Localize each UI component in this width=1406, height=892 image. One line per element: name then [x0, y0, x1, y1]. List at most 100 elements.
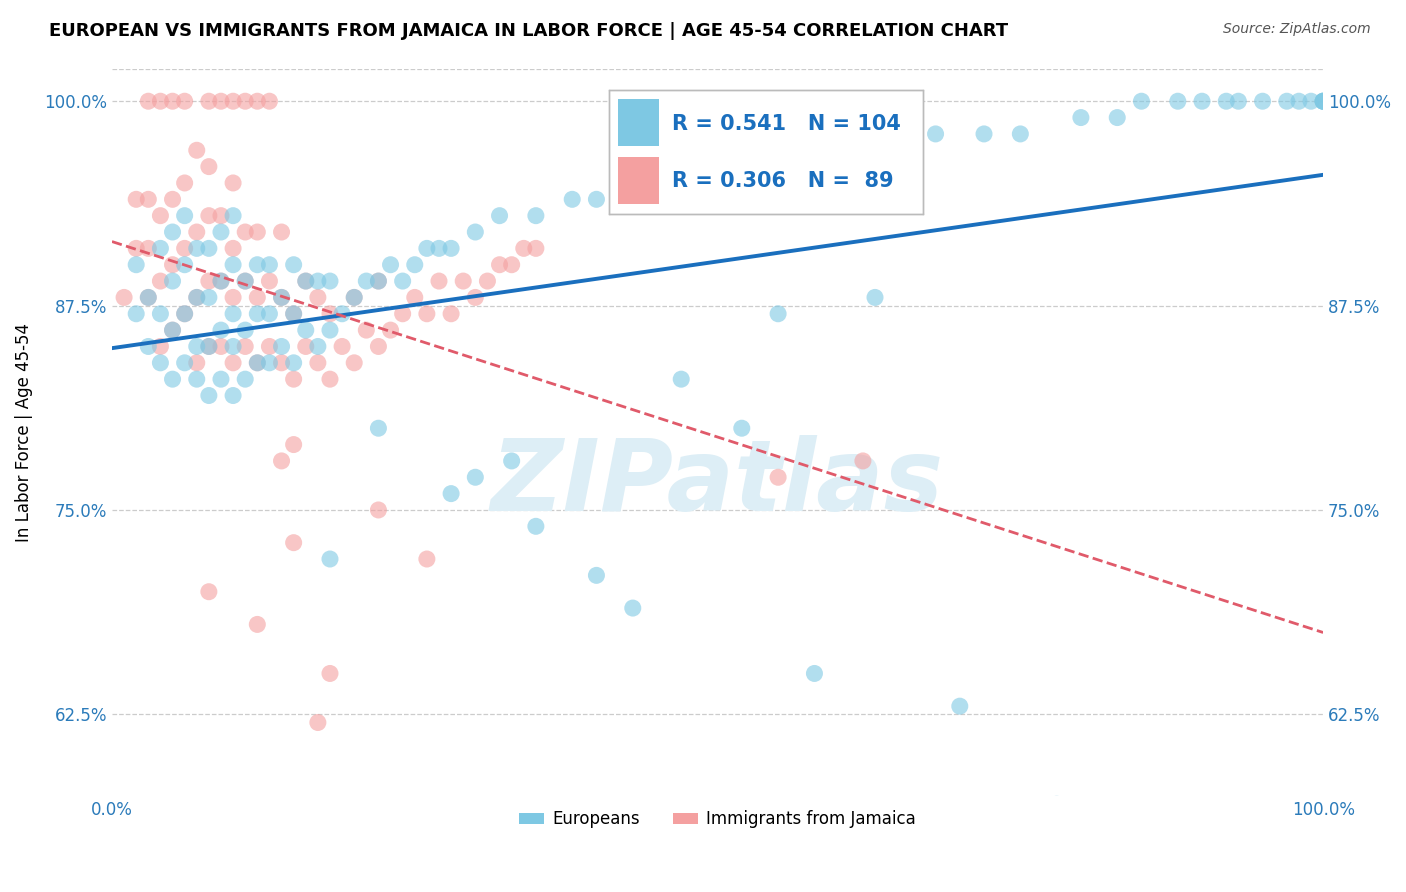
Point [209, 225, 232, 239]
Point [803, 666, 825, 681]
Point [136, 192, 159, 206]
Point [136, 339, 159, 353]
Point [671, 372, 693, 386]
Point [356, 323, 378, 337]
Point [319, 372, 342, 386]
Point [259, 356, 281, 370]
Y-axis label: In Labor Force | Age 45-54: In Labor Force | Age 45-54 [15, 323, 32, 541]
Point [731, 421, 754, 435]
Point [1288, 94, 1310, 108]
Point [125, 307, 148, 321]
Point [222, 94, 245, 108]
Point [259, 339, 281, 353]
Point [501, 454, 523, 468]
Point [1312, 94, 1334, 108]
Point [367, 339, 389, 353]
Point [319, 307, 342, 321]
Point [380, 323, 402, 337]
Text: Source: ZipAtlas.com: Source: ZipAtlas.com [1223, 22, 1371, 37]
Point [464, 470, 486, 484]
Point [198, 160, 221, 174]
Point [367, 421, 389, 435]
Point [112, 290, 135, 304]
Point [222, 241, 245, 255]
Point [162, 274, 184, 288]
Point [162, 323, 184, 337]
Point [186, 225, 208, 239]
Point [233, 274, 256, 288]
Point [440, 241, 463, 255]
Point [621, 601, 644, 615]
Point [186, 339, 208, 353]
Point [246, 356, 269, 370]
Point [209, 339, 232, 353]
Point [1312, 94, 1334, 108]
Point [367, 274, 389, 288]
Point [198, 209, 221, 223]
Point [186, 241, 208, 255]
Point [283, 372, 305, 386]
Point [186, 290, 208, 304]
Point [513, 241, 536, 255]
Point [319, 666, 342, 681]
Point [307, 715, 329, 730]
Point [451, 274, 474, 288]
Point [416, 307, 439, 321]
Point [198, 290, 221, 304]
Point [222, 290, 245, 304]
Point [162, 94, 184, 108]
Point [973, 127, 995, 141]
Point [585, 192, 607, 206]
Point [524, 519, 547, 533]
Point [330, 339, 353, 353]
Point [367, 274, 389, 288]
Point [246, 617, 269, 632]
Point [270, 225, 292, 239]
Point [852, 454, 875, 468]
Point [367, 503, 389, 517]
Point [233, 339, 256, 353]
Point [1070, 111, 1092, 125]
Point [162, 372, 184, 386]
Point [173, 258, 195, 272]
Point [283, 307, 305, 321]
Point [1215, 94, 1237, 108]
Point [501, 258, 523, 272]
Point [524, 209, 547, 223]
Point [464, 225, 486, 239]
Point [198, 241, 221, 255]
Point [233, 225, 256, 239]
Point [307, 274, 329, 288]
Point [889, 143, 911, 157]
Point [149, 307, 172, 321]
Point [270, 339, 292, 353]
Point [209, 209, 232, 223]
Point [259, 274, 281, 288]
Point [319, 552, 342, 566]
Point [294, 339, 316, 353]
Point [585, 568, 607, 582]
Point [283, 437, 305, 451]
Point [186, 290, 208, 304]
Point [136, 241, 159, 255]
Point [1275, 94, 1298, 108]
Point [149, 274, 172, 288]
Point [209, 274, 232, 288]
Point [222, 388, 245, 402]
Point [173, 241, 195, 255]
Point [561, 192, 583, 206]
Legend: Europeans, Immigrants from Jamaica: Europeans, Immigrants from Jamaica [512, 804, 922, 835]
Text: ZIPatlas: ZIPatlas [491, 434, 943, 532]
Point [125, 241, 148, 255]
Point [173, 176, 195, 190]
Point [343, 290, 366, 304]
Point [233, 94, 256, 108]
Point [283, 258, 305, 272]
Point [1312, 94, 1334, 108]
Point [198, 388, 221, 402]
Point [222, 176, 245, 190]
Point [198, 339, 221, 353]
Point [924, 127, 946, 141]
Point [416, 241, 439, 255]
Point [307, 290, 329, 304]
